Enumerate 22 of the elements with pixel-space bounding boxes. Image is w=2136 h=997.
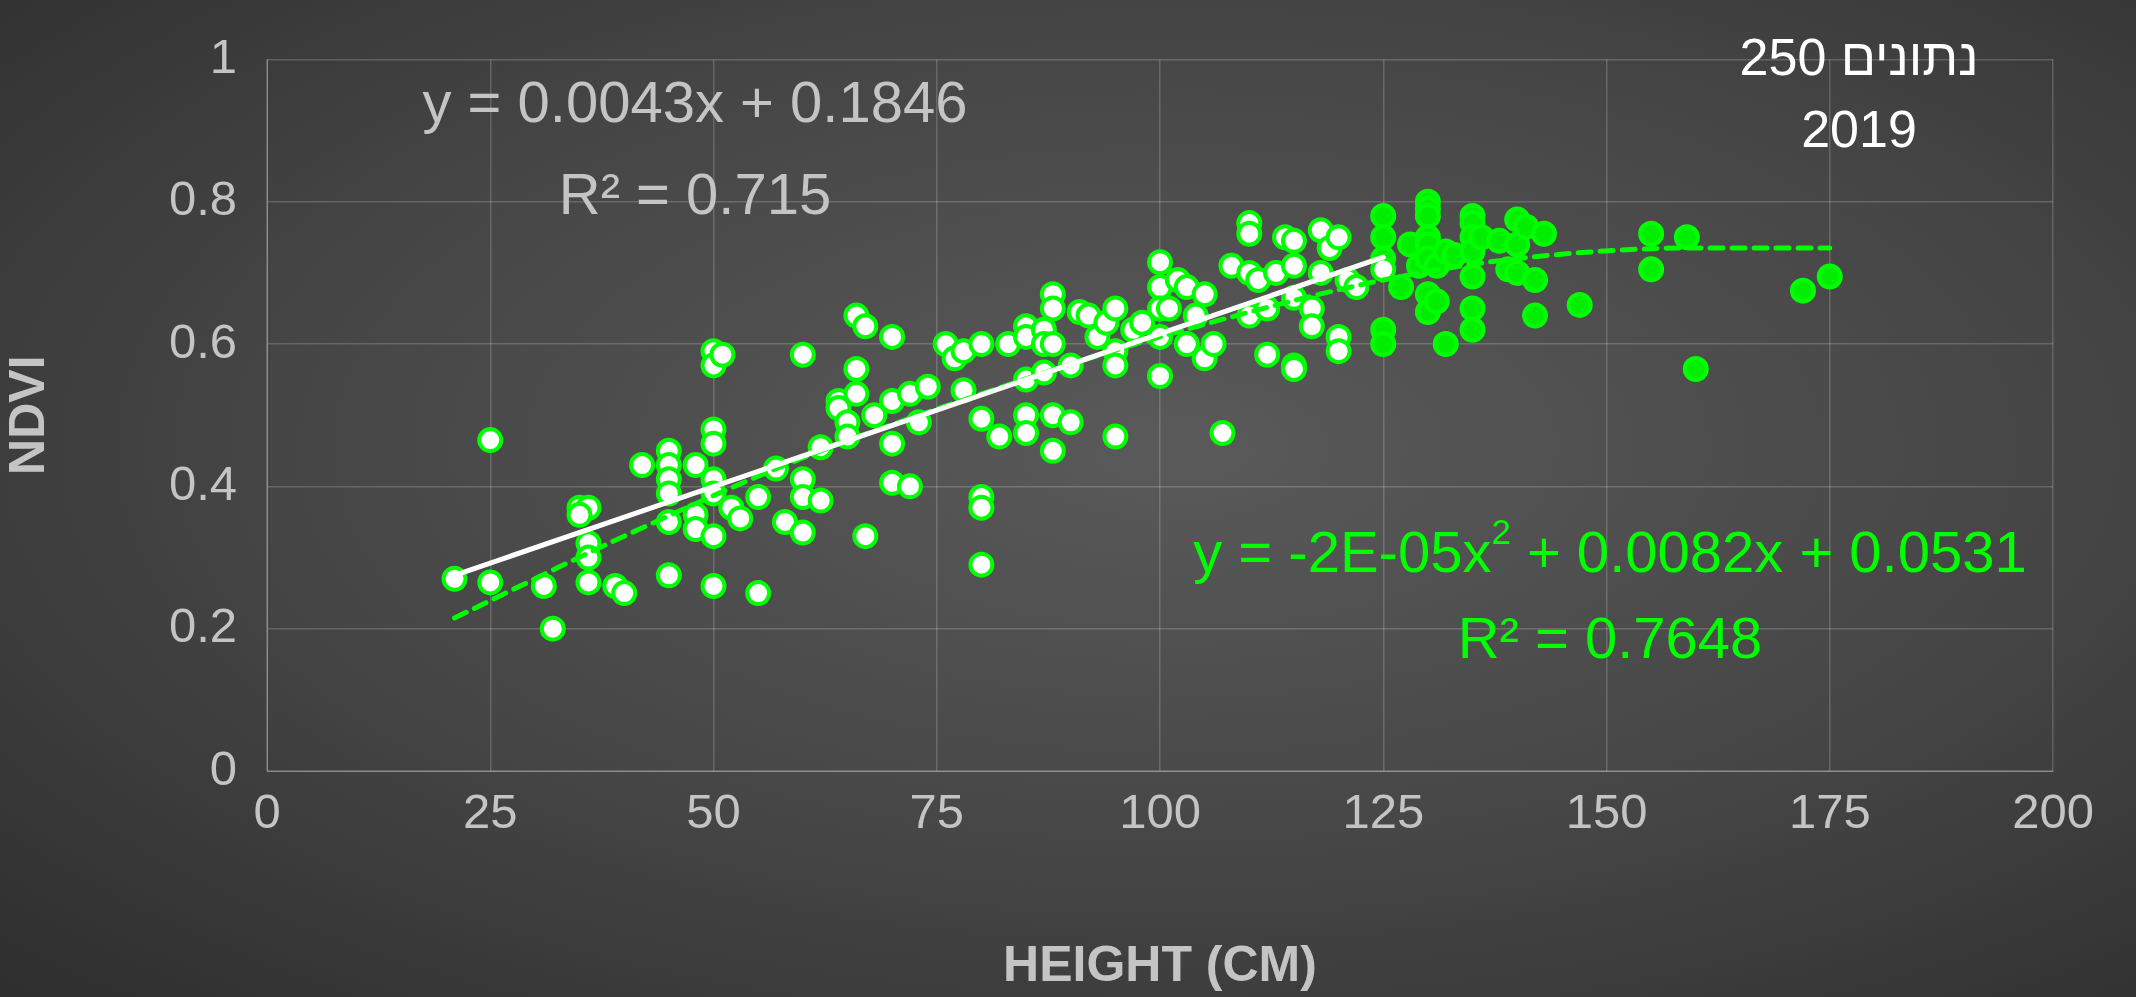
y-tick-label: 0 — [209, 740, 237, 795]
annotation: R² = 0.715 — [558, 161, 832, 226]
x-tick-label: 125 — [1342, 783, 1425, 838]
annotation: 250 נתונים — [1739, 28, 1979, 87]
x-tick-label: 25 — [462, 783, 518, 838]
annotation: 2019 — [1801, 100, 1917, 159]
x-tick-label: 200 — [2012, 783, 2094, 838]
x-tick-label: 100 — [1119, 783, 1201, 838]
annotation: R² = 0.7648 — [1457, 605, 1763, 670]
y-tick-label: 0.2 — [168, 598, 237, 653]
x-tick-label: 150 — [1565, 783, 1648, 838]
y-tick-label: 0.6 — [168, 313, 237, 368]
y-axis-title: NDVI — [0, 355, 55, 475]
y-tick-label: 1 — [209, 28, 237, 83]
x-tick-label: 50 — [686, 783, 741, 838]
x-tick-label: 75 — [909, 783, 965, 838]
x-tick-label: 175 — [1788, 783, 1871, 838]
annotation: y = 0.0043x + 0.1846 — [422, 69, 968, 134]
x-axis-title: HEIGHT (CM) — [1003, 935, 1317, 992]
x-tick-label: 0 — [253, 783, 281, 838]
y-tick-label: 0.8 — [168, 171, 237, 226]
y-tick-label: 0.4 — [168, 455, 237, 510]
